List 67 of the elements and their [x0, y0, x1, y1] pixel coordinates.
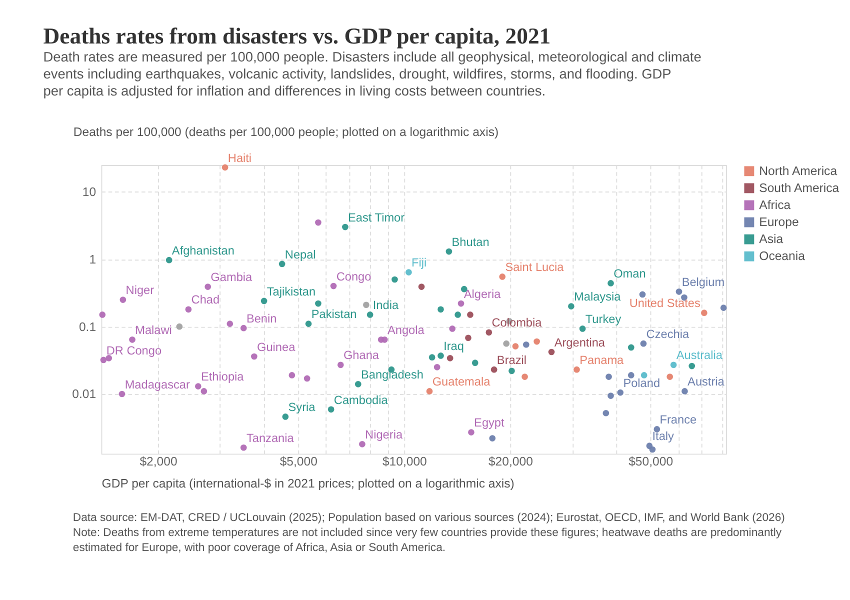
annotation: Turkey — [585, 312, 622, 326]
annotation: Guatemala — [432, 374, 491, 389]
annotation: Nigeria — [365, 427, 403, 442]
y-tick-label: 10 — [82, 185, 96, 200]
annotation: Congo — [336, 269, 372, 284]
annotation: Ethiopia — [201, 370, 244, 384]
legend-label: Africa — [759, 198, 791, 212]
annotation: DR Congo — [106, 343, 162, 358]
annotation: Pakistan — [311, 307, 357, 322]
annotation: Ghana — [343, 348, 380, 362]
annotation: Malawi — [135, 322, 172, 337]
annotation: Niger — [126, 283, 154, 298]
annotation: Australia — [676, 348, 723, 362]
x-tick-label: $50,000 — [628, 454, 674, 469]
annotation: France — [660, 412, 697, 427]
annotation: East Timor — [348, 210, 405, 224]
annotation: Brazil — [496, 352, 527, 367]
annotation: Egypt — [474, 416, 506, 430]
annotation: Guinea — [257, 340, 296, 354]
legend-label: North America — [759, 164, 838, 178]
annotation: Oman — [614, 266, 646, 281]
x-tick-label: $10,000 — [382, 454, 428, 469]
annotation: India — [372, 298, 399, 312]
annotation: Poland — [623, 376, 660, 390]
text: Note: Deaths from extreme temperatures are not included since very few countries provide these figures; heatwave deaths are predominantly estimated for Europe, with poor coverage of Africa, Asia or South America. — [72, 527, 782, 554]
annotation: Angola — [387, 322, 425, 337]
annotation: Malaysia — [574, 290, 622, 304]
x-tick-label: $2,000 — [140, 454, 178, 469]
annotation: Czechia — [646, 326, 690, 341]
annotation: Gambia — [210, 270, 253, 284]
annotation: Iraq — [444, 339, 464, 354]
annotation: Italy — [652, 429, 674, 444]
annotation: Bhutan — [452, 234, 490, 249]
annotation: Saint Lucia — [505, 260, 564, 274]
y-tick-label: 1 — [89, 252, 96, 266]
x-tick-label: $20,000 — [488, 454, 534, 469]
annotation: Benin — [246, 311, 277, 326]
annotation: Afghanistan — [172, 243, 234, 258]
chart-subtitle: Death rates are measured per 100,000 people. Disasters include all geophysical, meteorological and climate events including earthquakes, volcanic activity, landslides, drought, wildfires, storms, and flooding. GDP per capita is adjusted for inflation and differences in living costs between countries. — [43, 49, 702, 98]
annotation: Colombia — [492, 316, 542, 330]
annotation: Argentina — [554, 335, 606, 350]
legend-label: South America — [759, 180, 840, 195]
annotation: Austria — [688, 374, 725, 389]
annotation: Chad — [191, 292, 220, 307]
legend-label: Asia — [759, 232, 784, 246]
annotation: Bangladesh — [360, 367, 424, 382]
x-axis-title: GDP per capita (international-$ in 2021 prices; plotted on a logarithmic axis) — [102, 476, 514, 490]
legend-label: Europe — [759, 215, 799, 230]
legend-label: Oceania — [759, 249, 806, 264]
x-tick-label: $5,000 — [280, 454, 318, 469]
source-note: Data source: EM-DAT, CRED / UCLouvain (2025); Population based on various sources (2024); Eurostat, OECD, IMF, and World Bank (2026) — [72, 512, 786, 524]
annotation: Tajikistan — [266, 284, 316, 298]
annotation: Nepal — [284, 247, 316, 262]
annotation: United States — [629, 296, 700, 310]
annotation: Tanzania — [246, 430, 294, 445]
annotation: Panama — [580, 352, 624, 367]
annotation: Cambodia — [334, 392, 388, 407]
annotation: Madagascar — [124, 377, 190, 392]
y-tick-label: 0.1 — [78, 320, 96, 334]
annotation: Algeria — [464, 286, 502, 301]
annotation: Belgium — [682, 274, 725, 289]
annotation: Fiji — [412, 256, 427, 270]
y-axis-title: Deaths per 100,000 (deaths per 100,000 people; plotted on a logarithmic axis) — [73, 125, 499, 140]
y-tick-label: 0.01 — [72, 387, 96, 402]
annotation: Haiti — [228, 150, 252, 165]
chart-title: Deaths rates from disasters vs. GDP per capita, 2021 — [43, 23, 551, 48]
annotation: Syria — [288, 400, 316, 414]
